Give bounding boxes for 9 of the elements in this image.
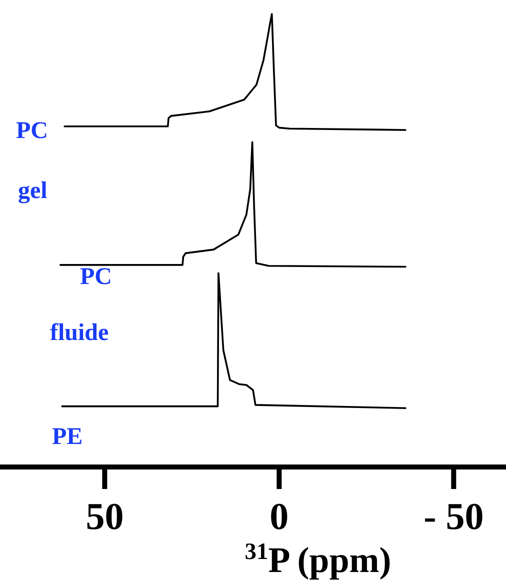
- annotation: gel: [18, 178, 48, 204]
- x-axis-title: $^{31}$P (ppm): [244, 539, 392, 580]
- x-tick-label: 0: [270, 496, 289, 538]
- annotation: PE: [52, 424, 83, 450]
- annotation: PC: [80, 264, 112, 290]
- x-tick-label: - 50: [424, 496, 484, 538]
- annotation: PC: [16, 118, 48, 144]
- x-tick-label: 50: [86, 496, 124, 538]
- annotation: fluide: [50, 320, 110, 346]
